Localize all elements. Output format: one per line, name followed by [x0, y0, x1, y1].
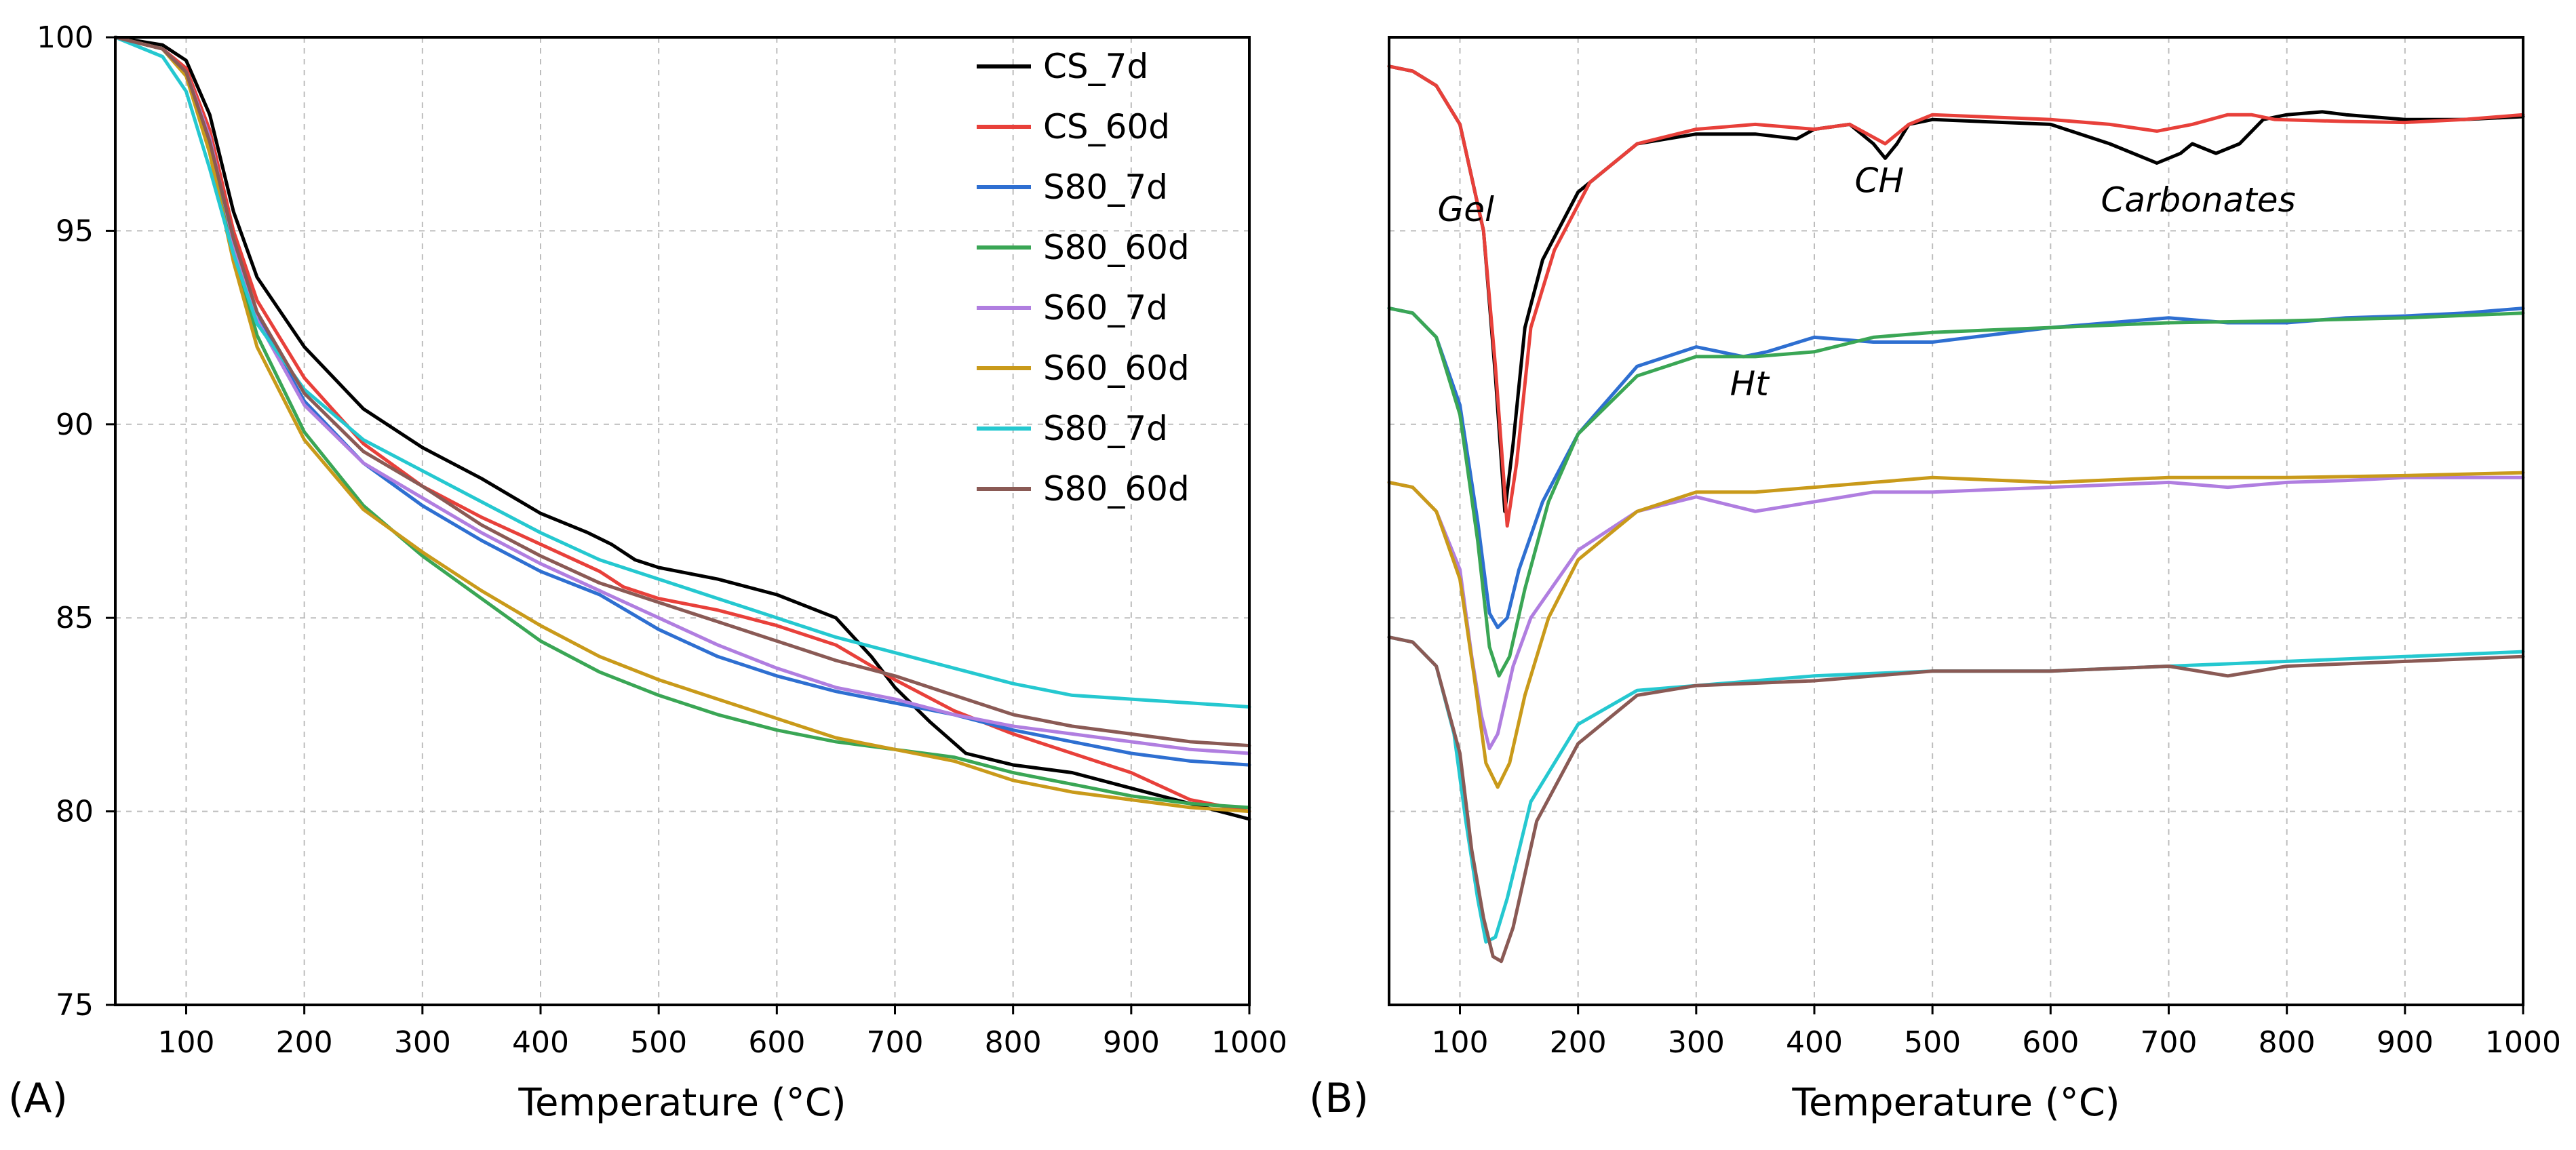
panel-label: (A)	[8, 1075, 68, 1122]
panel-a-tga-chart: 100 200 300 400 500 600 700 800 900 1000 75 80 85 90 9…	[8, 20, 1287, 1125]
x-tick-label: 800	[985, 1025, 1042, 1060]
legend-item: CS_60d	[977, 107, 1170, 146]
series-line-s80-60d	[113, 35, 1251, 810]
legend-label: S60_7d	[1043, 288, 1168, 328]
annotation-carbonates: Carbonates	[2101, 180, 2295, 220]
x-tick-label: 500	[1904, 1025, 1961, 1060]
y-tick-label: 90	[56, 408, 94, 442]
x-tick-label: 400	[1786, 1025, 1843, 1060]
series-line-s80-7d	[113, 35, 1251, 709]
x-tick-label: 1000	[2485, 1025, 2561, 1060]
x-axis-ticks: 100 200 300 400 500 600 700 800 900 1000	[1432, 1005, 2561, 1060]
series-line-cs-7d	[1387, 64, 2525, 513]
x-axis-title: Temperature (°C)	[518, 1081, 846, 1125]
x-tick-label: 600	[2022, 1025, 2079, 1060]
series-curves	[1387, 64, 2525, 964]
x-tick-label: 500	[630, 1025, 687, 1060]
legend-label: S60_60d	[1043, 349, 1190, 388]
series-line-s60-7d	[1387, 475, 2525, 751]
y-tick-label: 95	[56, 214, 94, 248]
legend-item: S80_7d	[977, 167, 1168, 207]
x-tick-label: 400	[512, 1025, 569, 1060]
y-tick-label: 75	[56, 988, 94, 1023]
legend-label: CS_60d	[1043, 107, 1170, 146]
legend: CS_7d CS_60d S80_7d S80_60d S60_7d S60_60d S80…	[977, 47, 1190, 509]
x-tick-label: 700	[867, 1025, 924, 1060]
peak-annotations: Gel CH Carbonates Ht	[1438, 161, 2296, 403]
x-tick-label: 300	[1668, 1025, 1725, 1060]
series-line-cs-7d	[113, 35, 1251, 821]
series-line-s80-7d	[1387, 306, 2525, 629]
y-axis-ticks: 75 80 85 90 95 100	[37, 20, 115, 1023]
y-tick-label: 80	[56, 795, 94, 829]
x-tick-label: 900	[2377, 1025, 2434, 1060]
x-tick-label: 600	[748, 1025, 805, 1060]
legend-item: S60_60d	[977, 349, 1190, 388]
series-line-s60-60d	[1387, 471, 2525, 789]
x-tick-label: 900	[1103, 1025, 1160, 1060]
gridlines	[115, 37, 1249, 1005]
legend-label: S80_7d	[1043, 409, 1168, 448]
panel-b-dtg-chart: 100 200 300 400 500 600 700 800 900 1000 Temperatu…	[1309, 36, 2561, 1125]
x-tick-label: 800	[2259, 1025, 2316, 1060]
annotation-ch: CH	[1855, 161, 1905, 200]
plot-frame	[1388, 36, 2524, 1006]
legend-label: S80_60d	[1043, 228, 1190, 267]
series-line-s80-60d	[1387, 306, 2525, 678]
legend-label: S80_60d	[1043, 469, 1190, 509]
legend-item: S60_7d	[977, 288, 1168, 328]
series-curves	[113, 35, 1251, 821]
panel-label: (B)	[1309, 1075, 1369, 1122]
gridlines	[1389, 37, 2523, 1005]
x-tick-label: 300	[394, 1025, 451, 1060]
y-tick-label: 100	[37, 20, 94, 55]
y-tick-label: 85	[56, 601, 94, 635]
x-tick-label: 100	[1432, 1025, 1489, 1060]
series-line-s80-7d	[1387, 635, 2525, 944]
annotation-ht: Ht	[1730, 364, 1771, 403]
annotation-gel: Gel	[1438, 190, 1495, 229]
legend-label: CS_7d	[1043, 47, 1148, 86]
legend-item: S80_60d	[977, 469, 1190, 509]
series-line-cs-60d	[113, 35, 1251, 814]
x-tick-label: 200	[1550, 1025, 1607, 1060]
x-axis-title: Temperature (°C)	[1791, 1081, 2120, 1125]
x-axis-ticks: 100 200 300 400 500 600 700 800 900 1000	[158, 1005, 1287, 1060]
series-line-s80-60d	[1387, 635, 2525, 964]
series-line-s80-60d	[113, 35, 1251, 748]
x-tick-label: 1000	[1211, 1025, 1287, 1060]
series-line-cs-60d	[1387, 64, 2525, 528]
legend-label: S80_7d	[1043, 167, 1168, 207]
legend-item: CS_7d	[977, 47, 1148, 86]
plot-frame	[114, 36, 1251, 1006]
x-tick-label: 200	[276, 1025, 333, 1060]
x-tick-label: 100	[158, 1025, 215, 1060]
x-tick-label: 700	[2141, 1025, 2198, 1060]
legend-item: S80_7d	[977, 409, 1168, 448]
legend-item: S80_60d	[977, 228, 1190, 267]
